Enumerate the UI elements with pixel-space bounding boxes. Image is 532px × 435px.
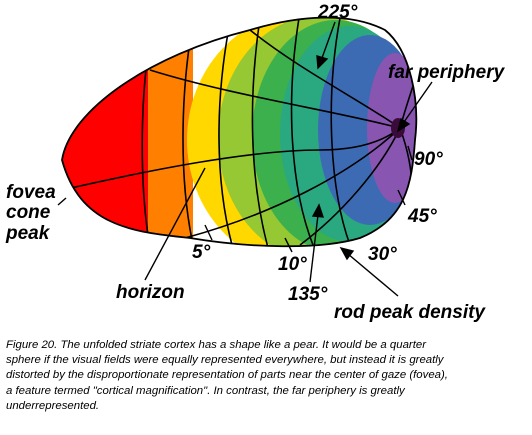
meridian-top <box>249 29 401 129</box>
label-cone: cone <box>6 202 51 223</box>
label-fovea: fovea <box>6 182 56 203</box>
label-90: 90° <box>414 149 443 170</box>
label-10: 10° <box>278 254 307 275</box>
label-5: 5° <box>192 242 211 263</box>
isoline-green <box>251 17 269 247</box>
striate-cortex-diagram: 225° far periphery 90° 45° 30° fovea con… <box>5 2 506 323</box>
caption-line-3: distorted by the disproportionate repres… <box>6 369 448 382</box>
label-horizon: horizon <box>116 282 185 303</box>
horizon-meridian <box>62 127 401 191</box>
figure-caption: Figure 20. The unfolded striate cortex h… <box>6 338 528 414</box>
band-red <box>62 17 150 247</box>
arrowhead-225 <box>316 55 329 70</box>
label-peak: peak <box>5 223 51 244</box>
label-225: 225° <box>317 2 358 23</box>
pear-outline <box>61 16 418 248</box>
meridian-bottom <box>299 127 401 246</box>
arrow-45 <box>397 189 406 206</box>
meridian-lower <box>184 127 401 239</box>
arrow-225 <box>321 21 336 59</box>
isoline-lightgreen <box>218 21 233 246</box>
arrow-fovea <box>57 197 67 206</box>
label-45: 45° <box>407 206 437 227</box>
arrowhead-135 <box>311 203 325 218</box>
arrow-90 <box>407 145 413 161</box>
arrow-135 <box>309 214 319 283</box>
arrow-5 <box>204 224 213 241</box>
arrowhead-rod-peak <box>339 246 355 261</box>
arrow-rod-peak <box>347 253 399 297</box>
grid-lines <box>62 17 416 247</box>
arrow-horizon <box>144 167 206 281</box>
label-far-periphery: far periphery <box>388 62 506 83</box>
pointer-arrows <box>57 21 433 297</box>
caption-line-5: underrepresented. <box>6 399 100 412</box>
arrow-10 <box>284 237 293 253</box>
arrowhead-far-periphery <box>396 117 411 133</box>
caption-line-2: sphere if the visual fields were equally… <box>6 354 444 367</box>
isoline-blue <box>330 17 351 246</box>
caption-line-4: a feature termed "cortical magnification… <box>6 384 405 397</box>
label-30: 30° <box>368 244 397 265</box>
band-orange <box>148 17 193 247</box>
eccentricity-bands <box>62 17 417 247</box>
meridian-upper <box>149 69 401 129</box>
isoline-yellow <box>182 27 193 241</box>
isoline-teal <box>290 17 316 247</box>
label-rod-peak-density: rod peak density <box>334 302 486 323</box>
label-135: 135° <box>288 284 328 305</box>
arrow-far-periphery <box>403 81 433 123</box>
caption-line-1: Figure 20. The unfolded striate cortex h… <box>6 339 427 351</box>
